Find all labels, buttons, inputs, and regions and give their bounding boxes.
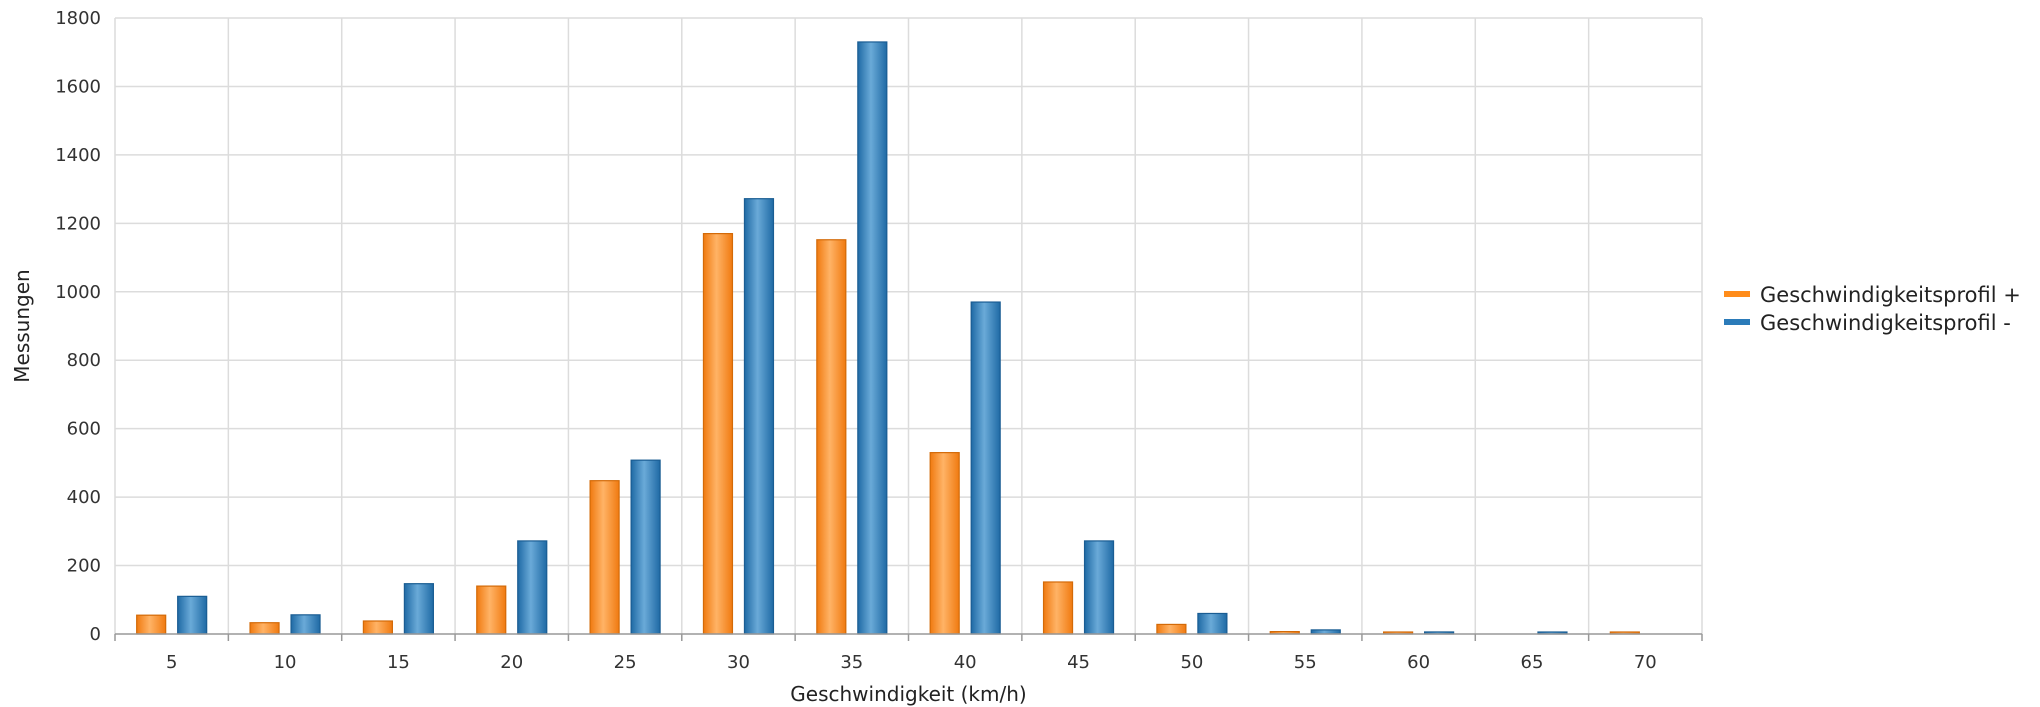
bar-plus-20: [476, 585, 507, 635]
bar-minus-35: [857, 41, 888, 635]
y-tick-label: 1600: [55, 76, 101, 97]
legend-swatch-1: [1724, 319, 1750, 325]
bar-minus-50: [1197, 612, 1228, 635]
legend: Geschwindigkeitsprofil + Geschwindigkeits…: [1724, 283, 2021, 335]
bar-plus-50: [1156, 623, 1187, 635]
y-tick-label: 1800: [55, 8, 101, 29]
y-tick-label: 600: [67, 419, 101, 440]
x-tick-label: 40: [954, 652, 977, 673]
legend-label-0: Geschwindigkeitsprofil +: [1760, 283, 2021, 307]
bar-plus-15: [362, 620, 393, 635]
bar-minus-45: [1083, 540, 1115, 635]
y-tick-label: 1400: [55, 145, 101, 166]
y-tick-labels: 0 200 400 600 800 1000 1200 1400 1600 1800: [55, 8, 101, 645]
y-tick-label: 1000: [55, 282, 101, 303]
x-tick-label: 15: [387, 652, 410, 673]
bar-plus-25: [589, 480, 620, 635]
bar-minus-15: [403, 583, 434, 635]
bar-minus-25: [630, 459, 661, 635]
bar-minus-30: [743, 198, 775, 635]
x-tick-label: 25: [614, 652, 637, 673]
bar-plus-40: [929, 452, 960, 635]
y-axis-title: Messungen: [10, 269, 34, 382]
bar-plus-10: [249, 622, 280, 635]
x-tick-label: 70: [1634, 652, 1657, 673]
axes: [114, 633, 1703, 641]
x-tick-label: 45: [1067, 652, 1090, 673]
x-tick-label: 20: [500, 652, 523, 673]
bar-plus-5: [136, 614, 167, 635]
vertical-gridlines: [114, 18, 1703, 634]
x-tick-label: 55: [1294, 652, 1317, 673]
bars: [136, 41, 1640, 635]
x-tick-label: 50: [1180, 652, 1203, 673]
y-tick-label: 200: [67, 556, 101, 577]
x-tick-label: 65: [1521, 652, 1544, 673]
bar-plus-35: [816, 239, 847, 635]
y-tick-label: 1200: [55, 213, 101, 234]
bar-minus-10: [290, 614, 321, 635]
bar-plus-30: [702, 233, 734, 635]
bar-minus-5: [177, 595, 208, 635]
bar-plus-45: [1042, 581, 1074, 635]
x-tick-label: 60: [1407, 652, 1430, 673]
x-axis-title: Geschwindigkeit (km/h): [790, 682, 1026, 706]
x-tick-label: 35: [840, 652, 863, 673]
y-tick-label: 0: [90, 624, 101, 645]
bar-minus-40: [970, 301, 1001, 635]
x-tick-labels: 5 10 15 20 25 30 35 40 45 50 55 60 65 70: [166, 652, 1657, 673]
x-tick-label: 5: [166, 652, 177, 673]
x-tick-label: 30: [727, 652, 750, 673]
y-tick-label: 800: [67, 350, 101, 371]
legend-swatch-0: [1724, 291, 1750, 297]
bar-minus-20: [517, 540, 548, 635]
y-tick-label: 400: [67, 487, 101, 508]
legend-label-1: Geschwindigkeitsprofil -: [1760, 311, 2011, 335]
x-tick-label: 10: [274, 652, 297, 673]
